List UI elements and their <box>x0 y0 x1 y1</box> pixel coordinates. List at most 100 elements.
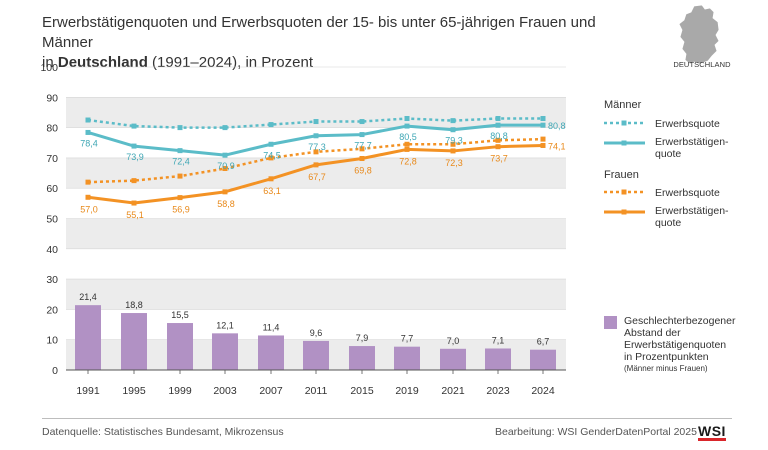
women-erwerbstaetigenquote-point <box>268 176 274 182</box>
men-erwerbsquote-point <box>177 125 183 131</box>
men-erwerbsquote-point <box>450 118 456 124</box>
women-erwerbstaetigenquote-point <box>131 200 137 206</box>
legend-men-erwerbstaetigen-line1: Erwerbstätigen- <box>655 136 729 148</box>
men-erwerbstaetigenquote-label: 80,8 <box>548 121 566 131</box>
gap-bar-label: 21,4 <box>79 292 97 302</box>
women-erwerbstaetigenquote-label: 67,7 <box>308 172 326 182</box>
women-erwerbstaetigenquote-point <box>359 156 365 162</box>
men-erwerbstaetigenquote-point <box>85 129 91 135</box>
men-erwerbstaetigenquote-label: 70,9 <box>217 161 235 171</box>
men-erwerbsquote-point <box>131 123 137 129</box>
x-tick-label: 2019 <box>395 385 419 397</box>
women-erwerbstaetigenquote-label: 57,0 <box>80 204 98 214</box>
women-erwerbstaetigenquote-point <box>404 146 410 152</box>
x-tick-label: 2007 <box>259 385 283 397</box>
women-erwerbsquote-point <box>131 178 137 184</box>
women-erwerbstaetigenquote-label: 74,1 <box>548 141 566 151</box>
legend-women-erwerbstaetigenquote: Erwerbstätigen- quote <box>604 205 729 229</box>
women-erwerbstaetigenquote-label: 69,8 <box>354 166 372 176</box>
women-erwerbstaetigenquote-point <box>85 194 91 200</box>
gap-bar <box>394 346 420 370</box>
women-erwerbsquote-point <box>404 141 410 147</box>
legend-gap-line4: in Prozentpunkten <box>624 351 709 363</box>
legend-women-erwerbstaetigen-line2: quote <box>655 217 681 229</box>
women-erwerbsquote-point <box>313 149 319 155</box>
men-erwerbstaetigenquote-point <box>131 143 137 149</box>
gap-bar-label: 9,6 <box>310 328 323 338</box>
gap-bar-label: 7,9 <box>356 333 369 343</box>
y-tick-label: 70 <box>46 153 58 165</box>
x-tick-label: 2021 <box>441 385 465 397</box>
x-tick-label: 2023 <box>486 385 510 397</box>
men-erwerbstaetigenquote-label: 80,8 <box>490 131 508 141</box>
y-tick-label: 0 <box>52 365 58 377</box>
men-erwerbstaetigenquote-point <box>495 122 501 128</box>
legend-men-erwerbsquote-label: Erwerbsquote <box>655 118 720 130</box>
legend-men-erwerbstaetigen-line2: quote <box>655 148 681 160</box>
legend-women-erwerbsquote-label: Erwerbsquote <box>655 187 720 199</box>
germany-map-icon <box>678 4 720 65</box>
gap-bar <box>212 333 238 370</box>
women-erwerbsquote-point <box>222 166 228 172</box>
map-label: DEUTSCHLAND <box>673 60 731 69</box>
y-tick-label: 80 <box>46 123 58 135</box>
women-erwerbstaetigenquote-label: 73,7 <box>490 154 508 164</box>
gap-bar <box>349 346 375 370</box>
gap-bar-label: 12,1 <box>216 320 234 330</box>
men-erwerbstaetigenquote-point <box>450 127 456 133</box>
men-erwerbsquote-point <box>359 119 365 125</box>
women-erwerbstaetigenquote-label: 56,9 <box>172 205 190 215</box>
gap-bar-label: 7,7 <box>401 334 414 344</box>
men-erwerbsquote-point <box>313 119 319 125</box>
x-tick-label: 1995 <box>122 385 146 397</box>
women-erwerbstaetigenquote-label: 72,8 <box>399 156 417 166</box>
legend-women-heading: Frauen <box>604 169 639 181</box>
footer-source: Datenquelle: Statistisches Bundesamt, Mi… <box>42 426 284 438</box>
gap-bar-label: 18,8 <box>125 300 143 310</box>
women-erwerbsquote-point <box>268 155 274 161</box>
women-erwerbsquote-point <box>359 146 365 152</box>
y-tick-label: 10 <box>46 335 58 347</box>
women-erwerbsquote-point <box>495 137 501 143</box>
men-erwerbsquote-point <box>268 122 274 128</box>
men-erwerbstaetigenquote-point <box>540 122 546 128</box>
y-tick-label: 30 <box>46 274 58 286</box>
legend-gap-note: (Männer minus Frauen) <box>624 364 708 373</box>
women-erwerbstaetigenquote-label: 72,3 <box>445 158 463 168</box>
y-tick-label: 90 <box>46 92 58 104</box>
women-erwerbsquote-point <box>450 141 456 147</box>
men-erwerbsquote-point <box>222 125 228 131</box>
legend-women-erwerbsquote: Erwerbsquote <box>604 187 720 199</box>
legend-men-erwerbstaetigenquote: Erwerbstätigen- quote <box>604 136 729 160</box>
women-erwerbstaetigenquote-point <box>450 148 456 154</box>
men-erwerbstaetigenquote-label: 73,9 <box>126 152 144 162</box>
gap-bar <box>440 348 466 370</box>
men-erwerbstaetigenquote-point <box>177 148 183 154</box>
women-erwerbstaetigenquote-point <box>540 142 546 148</box>
legend-men-heading: Männer <box>604 99 642 111</box>
y-tick-label: 40 <box>46 244 58 256</box>
title-line-1: Erwerbstätigenquoten und Erwerbsquoten d… <box>42 14 596 51</box>
men-erwerbstaetigenquote-label: 77,7 <box>354 141 372 151</box>
grid-band <box>66 218 566 249</box>
wsi-logo: WSI <box>698 423 726 441</box>
x-tick-label: 2003 <box>213 385 237 397</box>
x-tick-label: 1999 <box>168 385 192 397</box>
legend-women-erwerbstaetigen-line1: Erwerbstätigen- <box>655 205 729 217</box>
gap-bar <box>530 349 556 370</box>
women-erwerbstaetigenquote-label: 55,1 <box>126 210 144 220</box>
women-erwerbstaetigenquote-point <box>222 189 228 195</box>
men-erwerbsquote-point <box>540 116 546 122</box>
women-erwerbsquote-point <box>85 179 91 185</box>
men-erwerbstaetigenquote-label: 78,4 <box>80 138 98 148</box>
x-tick-label: 2015 <box>350 385 374 397</box>
men-erwerbstaetigenquote-point <box>404 123 410 129</box>
men-erwerbsquote-point <box>495 116 501 122</box>
gap-bar <box>485 348 511 370</box>
men-erwerbstaetigenquote-label: 80,5 <box>399 132 417 142</box>
gap-bar <box>75 305 101 370</box>
gap-bar-label: 15,5 <box>171 310 189 320</box>
x-tick-label: 1991 <box>76 385 100 397</box>
gap-bar <box>258 335 284 370</box>
